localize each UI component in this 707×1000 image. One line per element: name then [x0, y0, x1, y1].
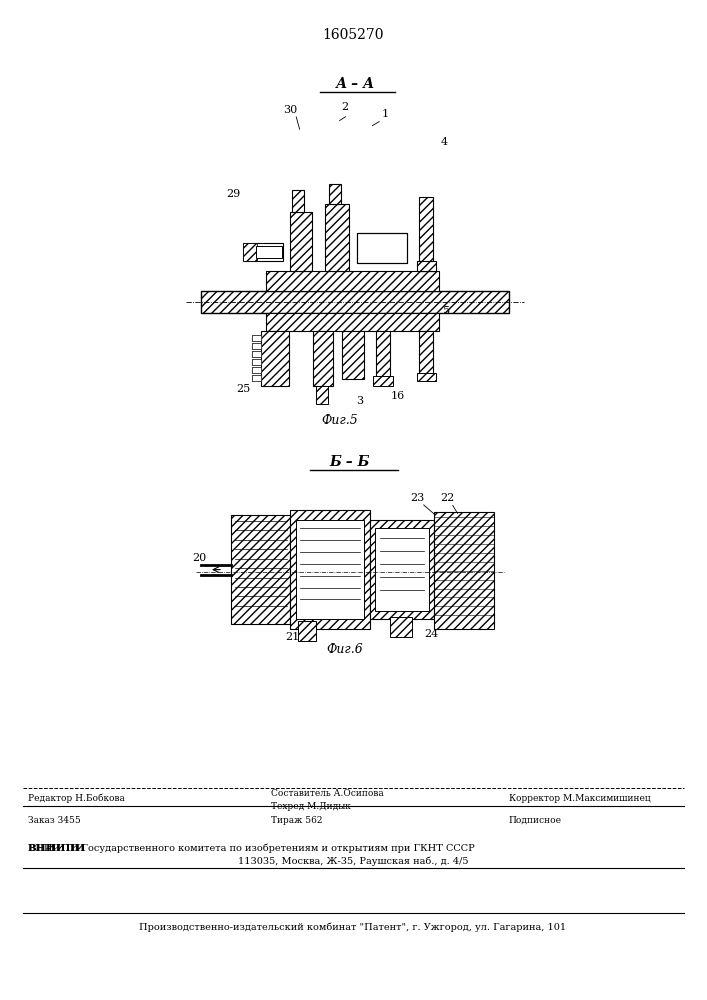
Text: Составитель А.Осипова: Составитель А.Осипова	[271, 789, 383, 798]
Text: Производственно-издательский комбинат "Патент", г. Ужгород, ул. Гагарина, 101: Производственно-издательский комбинат "П…	[139, 923, 566, 932]
Bar	[291, 212, 312, 271]
Text: Фиг.6: Фиг.6	[327, 643, 363, 656]
Bar	[325, 204, 349, 271]
Bar	[419, 331, 433, 379]
Bar	[266, 271, 439, 291]
Bar	[231, 515, 291, 624]
Bar	[243, 243, 257, 261]
Bar	[329, 184, 341, 204]
Text: Подписное: Подписное	[509, 816, 562, 825]
Text: А – А: А – А	[335, 77, 375, 91]
Text: Фиг.5: Фиг.5	[322, 414, 358, 427]
Text: 23: 23	[410, 493, 425, 503]
Bar	[252, 367, 261, 373]
Text: 1: 1	[381, 109, 388, 119]
Bar	[293, 190, 305, 212]
Bar	[252, 335, 261, 341]
Bar	[296, 520, 364, 619]
Bar	[252, 343, 261, 349]
Bar	[252, 375, 261, 381]
Bar	[376, 331, 390, 383]
Text: 25: 25	[235, 384, 250, 394]
Bar	[357, 233, 407, 263]
Text: Тираж 562: Тираж 562	[271, 816, 322, 825]
Bar	[252, 351, 261, 357]
Text: 20: 20	[192, 553, 206, 563]
Text: 21: 21	[286, 632, 300, 642]
Bar	[390, 617, 411, 637]
Text: ВНИИПИ: ВНИИПИ	[28, 844, 86, 853]
Bar	[375, 528, 429, 611]
Text: 15: 15	[316, 396, 330, 406]
Bar	[252, 343, 261, 349]
Bar	[434, 512, 494, 629]
Text: Техред М.Дидык: Техред М.Дидык	[271, 802, 351, 811]
Text: 2: 2	[341, 102, 349, 112]
Text: Редактор Н.Бобкова: Редактор Н.Бобкова	[28, 794, 124, 803]
Bar	[373, 376, 392, 386]
Text: Б – Б: Б – Б	[329, 455, 370, 469]
Bar	[313, 331, 333, 386]
Bar	[243, 243, 283, 261]
Bar	[201, 291, 509, 313]
Text: Корректор М.Максимишинец: Корректор М.Максимишинец	[509, 794, 650, 803]
Bar	[266, 313, 439, 331]
Bar	[252, 359, 261, 365]
Text: 3: 3	[356, 396, 363, 406]
Text: 24: 24	[424, 629, 438, 639]
Text: 22: 22	[440, 493, 455, 503]
Text: 113035, Москва, Ж-35, Раушская наб., д. 4/5: 113035, Москва, Ж-35, Раушская наб., д. …	[238, 856, 468, 866]
Bar	[252, 351, 261, 357]
Text: 4: 4	[440, 137, 448, 147]
Bar	[342, 331, 364, 379]
Bar	[370, 520, 434, 619]
Bar	[252, 359, 261, 365]
Bar	[316, 386, 328, 404]
Bar	[261, 331, 288, 386]
Bar	[252, 375, 261, 381]
Bar	[252, 367, 261, 373]
Text: 1605270: 1605270	[322, 28, 384, 42]
Bar	[252, 335, 261, 341]
Bar	[416, 261, 436, 271]
Bar	[357, 233, 407, 263]
Text: Заказ 3455: Заказ 3455	[28, 816, 81, 825]
Text: ВНИИПИ Государственного комитета по изобретениям и открытиям при ГКНТ СССР: ВНИИПИ Государственного комитета по изоб…	[28, 843, 474, 853]
Bar	[419, 197, 433, 271]
Text: 30: 30	[284, 105, 298, 115]
Text: 29: 29	[226, 189, 240, 199]
Bar	[256, 246, 281, 258]
Text: 5: 5	[443, 306, 450, 316]
Text: 16: 16	[390, 391, 405, 401]
Bar	[298, 621, 316, 641]
Bar	[416, 373, 436, 381]
Bar	[291, 510, 370, 629]
